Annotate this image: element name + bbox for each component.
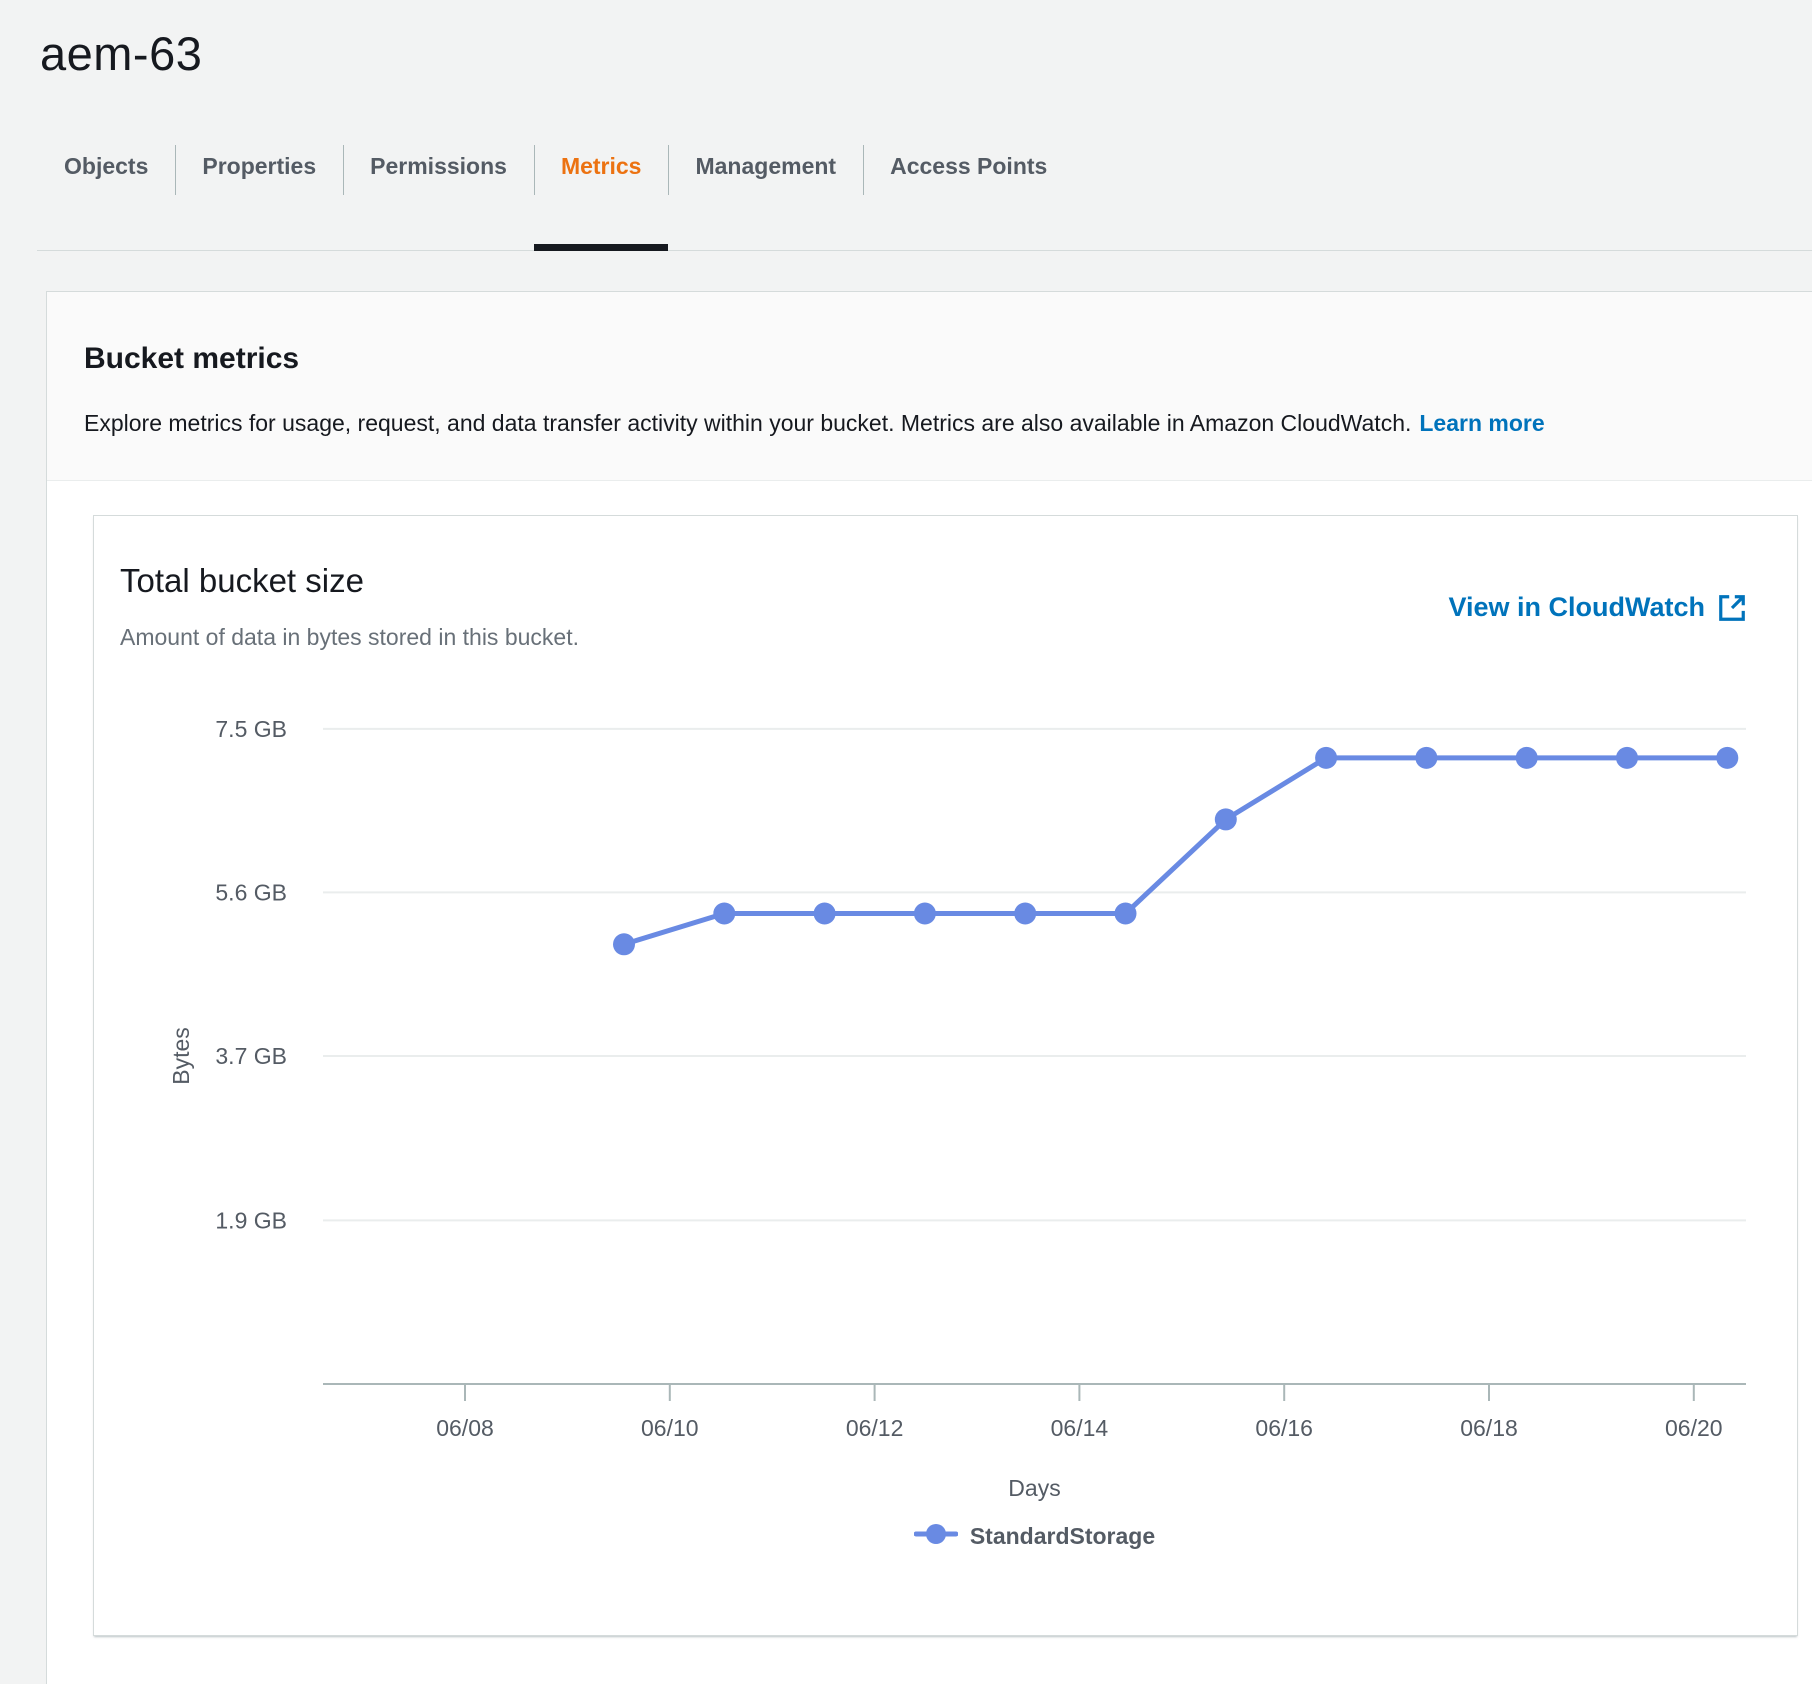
x-tick-label: 06/10 — [641, 1415, 699, 1441]
data-point — [713, 903, 735, 925]
tab-access-points[interactable]: Access Points — [863, 139, 1074, 244]
data-point — [1014, 903, 1036, 925]
tab-label: Access Points — [890, 153, 1047, 179]
chart-card-header: Total bucket size Amount of data in byte… — [94, 516, 1797, 651]
chart-card-titles: Total bucket size Amount of data in byte… — [120, 562, 579, 651]
data-point — [1616, 747, 1638, 769]
x-tick-label: 06/12 — [846, 1415, 904, 1441]
chart-subtitle: Amount of data in bytes stored in this b… — [120, 624, 579, 651]
x-tick-label: 06/20 — [1665, 1415, 1723, 1441]
tab-label: Metrics — [561, 153, 642, 179]
panel-body: Total bucket size Amount of data in byte… — [47, 481, 1812, 1684]
legend-label: StandardStorage — [970, 1523, 1155, 1550]
bucket-metrics-panel: Bucket metrics Explore metrics for usage… — [46, 291, 1812, 1684]
x-tick-label: 06/16 — [1255, 1415, 1313, 1441]
legend-item-standardstorage[interactable]: StandardStorage — [323, 1521, 1746, 1552]
page-title: aem-63 — [40, 26, 1812, 81]
tab-permissions[interactable]: Permissions — [343, 139, 534, 244]
data-point — [1415, 747, 1437, 769]
panel-header: Bucket metrics Explore metrics for usage… — [47, 292, 1812, 481]
bucket-size-line-chart[interactable]: 7.5 GB 5.6 GB 3.7 GB 1.9 GB 06/08 06/10 06/12 0… — [94, 683, 1797, 1513]
tab-label: Permissions — [370, 153, 507, 179]
data-point — [1115, 903, 1137, 925]
y-tick-label: 7.5 GB — [215, 716, 287, 742]
y-axis-title: Bytes — [168, 1027, 194, 1085]
legend-marker-icon — [914, 1521, 958, 1552]
data-point — [814, 903, 836, 925]
chart-title: Total bucket size — [120, 562, 579, 600]
tab-properties[interactable]: Properties — [175, 139, 343, 244]
tab-metrics[interactable]: Metrics — [534, 139, 669, 251]
tab-label: Objects — [64, 153, 148, 179]
x-tick-label: 06/14 — [1051, 1415, 1109, 1441]
external-link-icon — [1717, 593, 1747, 623]
data-point — [613, 933, 635, 955]
data-point — [1315, 747, 1337, 769]
panel-heading: Bucket metrics — [84, 342, 1772, 376]
y-tick-label: 5.6 GB — [215, 879, 287, 905]
chart-canvas: 7.5 GB 5.6 GB 3.7 GB 1.9 GB 06/08 06/10 06/12 0… — [94, 683, 1799, 1513]
series-line — [624, 758, 1727, 944]
x-tick-label: 06/18 — [1460, 1415, 1518, 1441]
total-bucket-size-card: Total bucket size Amount of data in byte… — [93, 515, 1798, 1636]
x-tick-label: 06/08 — [436, 1415, 494, 1441]
data-point — [1516, 747, 1538, 769]
view-in-cloudwatch-link[interactable]: View in CloudWatch — [1448, 592, 1747, 623]
data-point — [1215, 808, 1237, 830]
tab-bar: Objects Properties Permissions Metrics Manag… — [37, 139, 1812, 251]
panel-description-text: Explore metrics for usage, request, and … — [84, 410, 1411, 436]
tab-label: Management — [695, 153, 836, 179]
data-point — [1716, 747, 1738, 769]
tab-objects[interactable]: Objects — [37, 139, 175, 244]
y-tick-label: 1.9 GB — [215, 1207, 287, 1233]
tab-label: Properties — [202, 153, 316, 179]
y-tick-label: 3.7 GB — [215, 1043, 287, 1069]
panel-description: Explore metrics for usage, request, and … — [84, 408, 1772, 438]
view-in-cloudwatch-label: View in CloudWatch — [1448, 592, 1705, 623]
data-point — [914, 903, 936, 925]
tab-management[interactable]: Management — [668, 139, 863, 244]
x-axis-title: Days — [1008, 1475, 1060, 1501]
learn-more-link[interactable]: Learn more — [1419, 410, 1544, 436]
